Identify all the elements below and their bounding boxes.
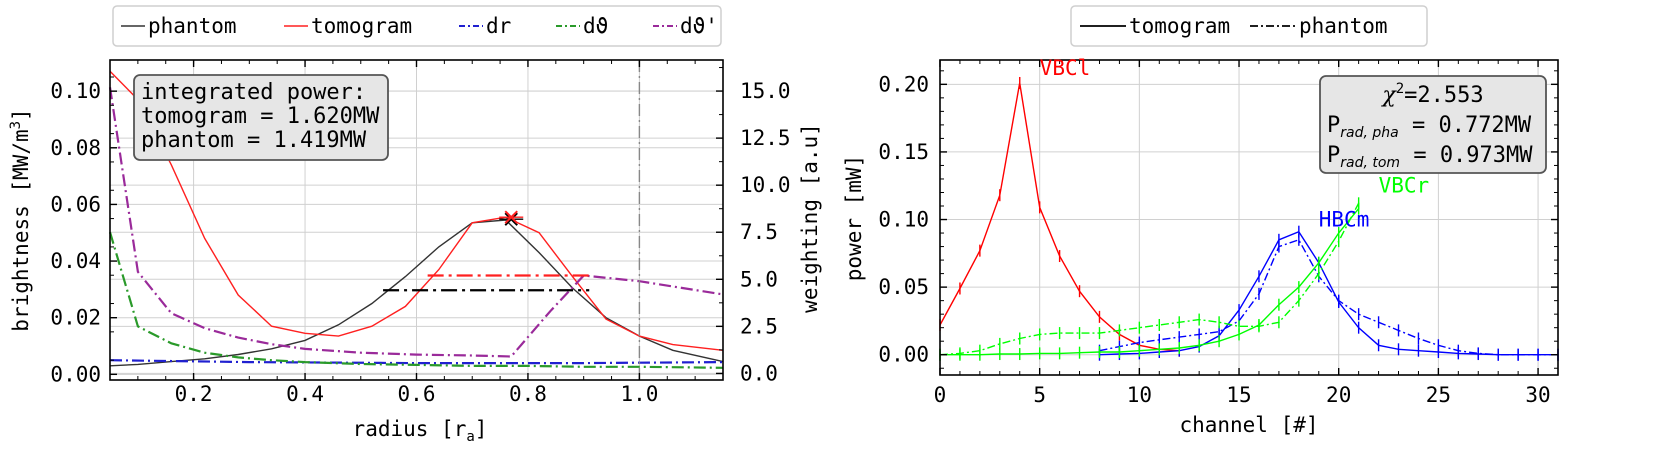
left-annotations xyxy=(383,60,641,380)
left-ytick-right-label: 12.5 xyxy=(740,126,791,150)
left-xtick-label: 0.2 xyxy=(175,382,213,406)
right-legend-label: phantom xyxy=(1299,14,1388,38)
right-HBCm-tomogram xyxy=(1099,230,1558,356)
left-ytick-right-label: 7.5 xyxy=(740,220,778,244)
left-legend-label: dr xyxy=(486,14,511,38)
right-ytick-label: 0.00 xyxy=(878,343,929,367)
left-ytick-label: 0.06 xyxy=(50,192,101,216)
right-legend-label: tomogram xyxy=(1129,14,1230,38)
left-ylabel: brightness [MW/m3] xyxy=(8,108,33,331)
right-info-box: χ2=2.553 Prad, pha = 0.772MW Prad, tom =… xyxy=(1319,75,1547,174)
left-legend-label: tomogram xyxy=(311,14,412,38)
right-ytick-label: 0.10 xyxy=(878,208,929,232)
left-info-box: integrated power: tomogram = 1.620MW pha… xyxy=(133,74,389,161)
right-legend: tomogram phantom xyxy=(1070,5,1428,47)
prad-tom-text: Prad, tom = 0.973MW xyxy=(1327,143,1533,171)
right-xtick-label: 25 xyxy=(1426,383,1451,407)
left-series xyxy=(108,70,724,369)
left-ytick-right-label: 15.0 xyxy=(740,79,791,103)
right-ylabel: power [mW] xyxy=(842,155,866,281)
left-ytick-right-label: 10.0 xyxy=(740,173,791,197)
left-series-dϑ' xyxy=(108,87,724,358)
left-ticks xyxy=(110,60,723,380)
right-ytick-label: 0.20 xyxy=(878,72,929,96)
left-series-phantom xyxy=(109,219,724,367)
right-HBCm-phantom xyxy=(1099,238,1558,356)
left-ylabel-right: weighting [a.u] xyxy=(798,123,822,313)
left-legend-label: dϑ' xyxy=(680,14,718,38)
left-ytick-label: 0.00 xyxy=(50,362,101,386)
right-xtick-label: 15 xyxy=(1226,383,1251,407)
left-legend: phantom tomogram dr dϑ dϑ' xyxy=(112,5,722,47)
left-xtick-label: 0.8 xyxy=(509,382,547,406)
right-plot-frame xyxy=(939,59,1559,376)
right-xtick-label: 5 xyxy=(1033,383,1046,407)
right-xtick-label: 30 xyxy=(1525,383,1550,407)
left-xtick-label: 1.0 xyxy=(620,382,658,406)
left-xlabel: radius [ra] xyxy=(353,417,488,445)
right-VBCl-tomogram xyxy=(939,82,1180,352)
chi-square-text: χ2=2.553 xyxy=(1380,81,1483,108)
info-line-1: integrated power: xyxy=(141,80,366,105)
series-label-VBCl: VBCl xyxy=(1040,56,1091,80)
right-xlabel: channel [#] xyxy=(1179,413,1318,437)
left-ytick-label: 0.10 xyxy=(50,79,101,103)
prad-pha-text: Prad, pha = 0.772MW xyxy=(1327,113,1532,141)
left-ytick-label: 0.04 xyxy=(50,249,101,273)
left-xtick-label: 0.4 xyxy=(286,382,324,406)
right-ticks xyxy=(939,60,1559,375)
right-tick-labels: 0 5 10 15 20 25 30 0.00 0.05 0.10 0.15 0.20 xyxy=(878,72,1550,407)
left-series-dr xyxy=(109,359,724,365)
left-ytick-right-label: 0.0 xyxy=(740,361,778,385)
left-ytick-right-label: 2.5 xyxy=(740,314,778,338)
right-VBCr-tomogram xyxy=(940,208,1360,356)
phantom-peak-marker xyxy=(499,212,524,226)
right-VBCr-phantom xyxy=(939,202,1360,356)
left-series-tomogram xyxy=(109,70,724,351)
series-label-VBCr: VBCr xyxy=(1379,173,1430,197)
left-ytick-label: 0.02 xyxy=(50,306,101,330)
left-series-dϑ xyxy=(108,231,724,369)
left-xtick-label: 0.6 xyxy=(398,382,436,406)
right-xtick-label: 0 xyxy=(934,383,947,407)
left-legend-label: dϑ xyxy=(583,14,608,38)
tomogram-peak-marker xyxy=(499,210,524,224)
left-tick-labels: 0.2 0.4 0.6 0.8 1.0 0.00 0.02 0.04 0.06 0.08 0.10 0… xyxy=(50,79,790,406)
right-series-labels: VBCl HBCm VBCr xyxy=(1040,56,1429,231)
info-line-2: tomogram = 1.620MW xyxy=(141,104,380,129)
right-xtick-label: 20 xyxy=(1326,383,1351,407)
right-ytick-label: 0.05 xyxy=(878,275,929,299)
info-line-3: phantom = 1.419MW xyxy=(141,128,367,153)
right-ytick-label: 0.15 xyxy=(878,140,929,164)
series-label-HBCm: HBCm xyxy=(1319,207,1370,231)
left-legend-label: phantom xyxy=(148,14,237,38)
left-ytick-label: 0.08 xyxy=(50,136,101,160)
right-chart: 0 5 10 15 20 25 30 0.00 0.05 0.10 0.15 0.20 VBCl HBC… xyxy=(842,5,1559,437)
left-ytick-right-label: 5.0 xyxy=(740,267,778,291)
right-xtick-label: 10 xyxy=(1127,383,1152,407)
left-chart: 0.2 0.4 0.6 0.8 1.0 0.00 0.02 0.04 0.06 0.08 0.10 0… xyxy=(8,5,822,445)
